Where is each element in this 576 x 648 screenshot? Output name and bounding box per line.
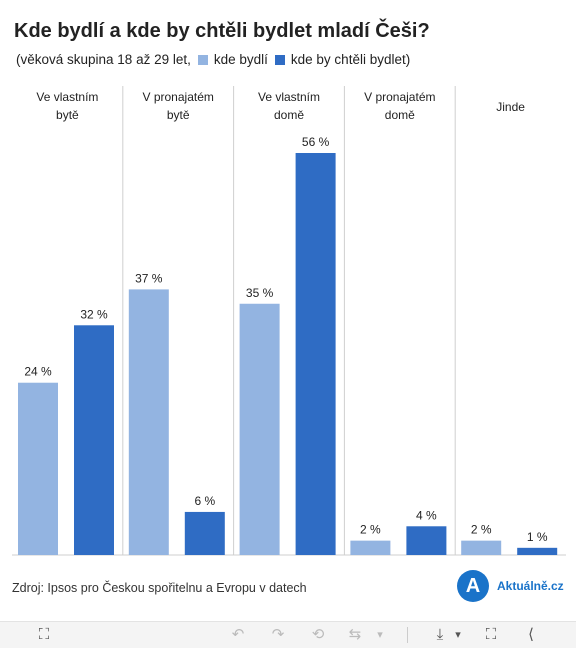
redo-icon[interactable]: ↷ xyxy=(271,626,285,643)
revert-icon[interactable]: ⟲ xyxy=(311,626,325,643)
bar-ve-vlastnim-dome-kde-bydli-label: 35 % xyxy=(246,286,274,300)
chart-title: Kde bydlí a kde by chtěli bydlet mladí Č… xyxy=(14,20,430,42)
bar-v-pronajatem-dome-kde-bydli-label: 2 % xyxy=(360,523,381,537)
download-icon[interactable]: ⤓ xyxy=(436,626,444,643)
bar-ve-vlastnim-byte-kde-by-chteli-bydlet-label: 32 % xyxy=(80,307,108,321)
legend-swatch-kde-bydli xyxy=(197,54,208,65)
category-label-ve-vlastnim-byte: Ve vlastním bytě xyxy=(36,90,98,122)
bar-jinde-kde-bydli-label: 2 % xyxy=(471,523,492,537)
share-icon[interactable]: ⟨ xyxy=(528,626,534,643)
undo-icon[interactable]: ↶ xyxy=(231,626,245,643)
bar-ve-vlastnim-byte-kde-bydli xyxy=(18,382,58,555)
bar-v-pronajatem-byte-kde-bydli xyxy=(128,289,169,555)
logo-brand-text: Aktuálně.cz xyxy=(497,579,564,593)
legend-label-kde-bydli: kde bydlí xyxy=(213,52,268,67)
bar-v-pronajatem-byte-kde-by-chteli-bydlet xyxy=(184,511,225,555)
category-label-ve-vlastnim-dome: Ve vlastním domě xyxy=(258,90,320,122)
logo-a-icon: A xyxy=(457,570,489,602)
download-dropdown-icon[interactable]: ▾ xyxy=(455,629,461,641)
refresh-icon[interactable]: ⇆ xyxy=(348,626,362,643)
category-label-jinde: Jinde xyxy=(496,100,525,114)
bar-ve-vlastnim-byte-kde-by-chteli-bydlet xyxy=(74,325,114,555)
brand-logo[interactable]: A Aktuálně.cz xyxy=(457,570,564,602)
bar-jinde-kde-by-chteli-bydlet xyxy=(517,547,558,555)
source-note: Zdroj: Ipsos pro Českou spořitelnu a Evr… xyxy=(12,581,307,595)
bar-chart: Ve vlastním bytě 24 % 32 % V pronajatém bytě 3… xyxy=(12,86,566,556)
legend-label-kde-by-chteli-bydlet: kde by chtěli bydlet) xyxy=(290,52,411,67)
move-icon[interactable]: ⛶ xyxy=(38,626,50,643)
bar-ve-vlastnim-dome-kde-bydli xyxy=(239,303,280,555)
bar-ve-vlastnim-byte-kde-bydli-label: 24 % xyxy=(24,365,52,379)
bar-jinde-kde-by-chteli-bydlet-label: 1 % xyxy=(527,530,548,544)
refresh-dropdown-icon[interactable]: ▾ xyxy=(377,629,383,641)
chart-subtitle: (věková skupina 18 až 29 let, kde bydlí … xyxy=(16,52,410,67)
category-label-v-pronajatem-byte: V pronajatém bytě xyxy=(143,90,214,122)
bar-v-pronajatem-byte-kde-by-chteli-bydlet-label: 6 % xyxy=(194,494,215,508)
category-label-v-pronajatem-dome: V pronajatém domě xyxy=(364,90,435,122)
viz-toolbar: ⛶ ↶ ↷ ⟲ ⇆ ▾ ⤓ ▾ ⛶ ⟨ xyxy=(0,621,576,648)
fullscreen-icon[interactable]: ⛶ xyxy=(485,626,497,643)
bar-v-pronajatem-dome-kde-by-chteli-bydlet xyxy=(406,526,447,555)
bar-v-pronajatem-dome-kde-bydli xyxy=(350,540,391,555)
subtitle-text: (věková skupina 18 až 29 let, xyxy=(16,52,191,67)
bar-jinde-kde-bydli xyxy=(461,540,502,555)
legend-swatch-kde-by-chteli-bydlet xyxy=(274,54,285,65)
toolbar-divider xyxy=(407,627,408,643)
bar-v-pronajatem-byte-kde-bydli-label: 37 % xyxy=(135,271,163,285)
bar-ve-vlastnim-dome-kde-by-chteli-bydlet-label: 56 % xyxy=(302,135,330,149)
bar-ve-vlastnim-dome-kde-by-chteli-bydlet xyxy=(295,153,336,555)
bar-v-pronajatem-dome-kde-by-chteli-bydlet-label: 4 % xyxy=(416,508,437,522)
